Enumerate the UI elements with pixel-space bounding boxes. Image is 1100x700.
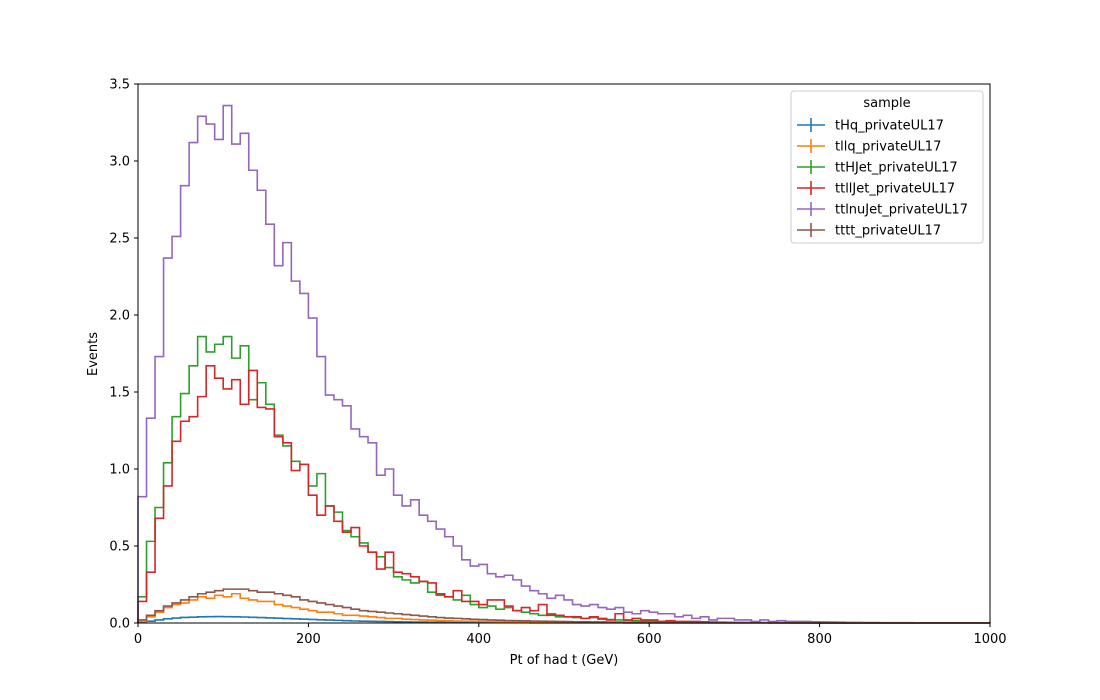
x-tick-label: 800 <box>807 632 832 647</box>
x-axis: 0 200 400 600 800 1000 <box>134 623 1007 647</box>
legend-box <box>790 90 984 244</box>
y-tick-label: 0.5 <box>109 540 130 555</box>
y-axis: 0.0 0.5 1.0 1.5 2.0 2.5 3.0 3.5 <box>109 78 138 632</box>
legend-entry-label: tHq_privateUL17 <box>835 119 944 134</box>
y-tick-label: 2.5 <box>109 232 130 247</box>
legend-entry-label: ttHJet_privateUL17 <box>835 161 958 176</box>
y-tick-label: 1.0 <box>109 463 130 478</box>
y-tick-label: 2.0 <box>109 309 130 324</box>
x-tick-label: 600 <box>637 632 662 647</box>
x-tick-label: 200 <box>296 632 321 647</box>
legend-entry-label: ttllJet_privateUL17 <box>835 182 955 197</box>
legend: sample tHq_privateUL17 tllq_privateUL17tt… <box>790 90 984 244</box>
y-tick-label: 3.5 <box>109 78 130 93</box>
series-line-ttlnujet-privateul17 <box>137 104 991 624</box>
y-tick-label: 3.0 <box>109 155 130 170</box>
legend-entry-label: tttt_privateUL17 <box>835 224 941 239</box>
y-axis-label: Events <box>86 332 101 376</box>
legend-entry-label: tllq_privateUL17 <box>835 140 941 155</box>
legend-title: sample <box>863 96 910 111</box>
x-tick-label: 400 <box>466 632 491 647</box>
x-tick-label: 0 <box>134 632 142 647</box>
plot-area-frame <box>137 83 991 624</box>
x-tick-label: 1000 <box>973 632 1006 647</box>
y-tick-label: 0.0 <box>109 617 130 632</box>
legend-entry-label: ttlnuJet_privateUL17 <box>835 203 968 218</box>
x-axis-label: Pt of had t (GeV) <box>510 653 619 668</box>
y-tick-label: 1.5 <box>109 386 130 401</box>
